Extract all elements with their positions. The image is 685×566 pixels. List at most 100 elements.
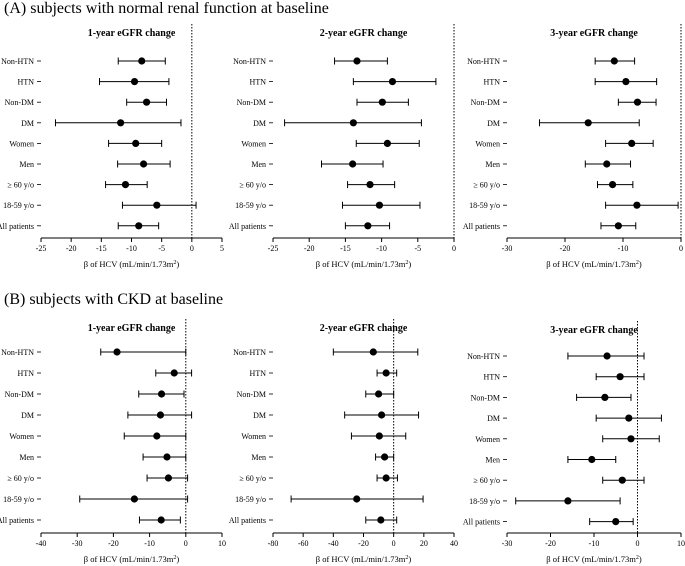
panel-b-1-row-label: Men	[19, 453, 34, 462]
panel-a-3-row-label: 18-59 y/o	[469, 201, 500, 210]
panel-b-3-row-label: HTN	[484, 373, 501, 382]
panel-b-2-x-label: β of HCV (mL/min/1.73m2)	[316, 554, 412, 564]
panel-a-3-x-label: β of HCV (mL/min/1.73m2)	[546, 259, 642, 269]
panel-a-2-row-label: Men	[251, 160, 266, 169]
panel-a-3-row-label: Non-DM	[471, 98, 500, 107]
panel-a-1-tick-label: 0	[190, 244, 194, 253]
panel-b-2-row-label: All patients	[229, 516, 266, 525]
panel-a-2-estimate-point	[388, 78, 397, 86]
panel-a-2-estimate-point	[383, 139, 391, 147]
panel-b-1-row-label: ≥ 60 y/o	[7, 474, 34, 483]
panel-b-2-tick-label: -20	[358, 539, 369, 548]
panel-a-1-tick-label: 5	[220, 244, 224, 253]
panel-a-3-estimate-point	[584, 119, 592, 127]
panel-a-2-row-label: 18-59 y/o	[235, 201, 266, 210]
panel-b-3-tick-label: 10	[677, 539, 685, 548]
panel-a-3-row-label: Men	[485, 160, 500, 169]
panel-b-1-estimate-point	[157, 516, 165, 524]
panel-b-2-estimate-point	[382, 369, 390, 377]
panel-b-3-title: 3-year eGFR change	[550, 325, 638, 336]
panel-b-3-estimate-point	[627, 435, 635, 443]
panel-a-3-tick-label: 0	[679, 244, 683, 253]
panel-b-2-estimate-point	[353, 495, 361, 503]
panel-a-3-row-label: Non-HTN	[467, 57, 500, 66]
panel-b-1-tick-label: -10	[144, 539, 155, 548]
panel-a-1-title: 1-year eGFR change	[88, 28, 176, 39]
panel-b-3-estimate-point	[612, 518, 620, 526]
panel-a-2-row-label: HTN	[250, 78, 267, 87]
panel-a-1-tick-label: -25	[36, 244, 47, 253]
section-b-title: (B) subjects with CKD at baseline	[4, 291, 224, 308]
panel-b-3-tick-label: -30	[502, 539, 513, 548]
panel-a-1-x-label: β of HCV (mL/min/1.73m2)	[84, 259, 180, 269]
panel-a-2-estimate-point	[366, 181, 374, 189]
panel-b-2-row-label: Women	[241, 432, 266, 441]
panel-a-1-estimate-point	[121, 181, 130, 189]
panel-b-3-tick-label: -20	[545, 539, 556, 548]
panel-b-1-estimate-point	[164, 474, 173, 482]
panel-b-3-row-label: DM	[487, 414, 500, 423]
panel-a-2-estimate-point	[349, 160, 357, 168]
panel-b-2-tick-label: -60	[298, 539, 309, 548]
panel-b-3-x-label: β of HCV (mL/min/1.73m2)	[546, 554, 642, 564]
panel-b-1-tick-label: -20	[108, 539, 119, 548]
panel-b-2-row-label: Men	[251, 453, 266, 462]
panel-b-3-estimate-point	[625, 414, 633, 422]
panel-a-1-row-label: 18-59 y/o	[3, 201, 34, 210]
panel-b-2-estimate-point	[375, 432, 383, 440]
panel-b-2-tick-label: -40	[328, 539, 339, 548]
panel-a-1-estimate-point	[138, 57, 146, 65]
panel-b-2-tick-label: 40	[450, 539, 458, 548]
panel-a-1-tick-label: -5	[158, 244, 165, 253]
panel-a-1-row-label: ≥ 60 y/o	[7, 181, 34, 190]
panel-b-2-estimate-point	[377, 516, 385, 524]
panel-b-1-row-label: HTN	[18, 369, 35, 378]
panel-a-3-estimate-point	[633, 201, 641, 209]
panel-b-3-row-label: Men	[485, 456, 500, 465]
panel-b-1-x-label: β of HCV (mL/min/1.73m2)	[84, 554, 180, 564]
panel-b-1-estimate-point	[130, 495, 138, 503]
panel-b-2-row-label: Non-DM	[237, 390, 266, 399]
panel-a-2-estimate-point	[349, 119, 357, 127]
panel-b-1-estimate-point	[113, 348, 121, 356]
panel-b-1-estimate-point	[157, 390, 166, 398]
panel-b-2-estimate-point	[369, 348, 377, 356]
panel-b-2-tick-label: -80	[268, 539, 279, 548]
panel-b-2-row-label: Non-HTN	[233, 348, 266, 357]
panel-b-1-tick-label: -40	[36, 539, 47, 548]
panel-b-1-row-label: Non-HTN	[1, 348, 34, 357]
panel-a-2-row-label: DM	[253, 119, 266, 128]
panel-b-3-estimate-point	[603, 352, 611, 360]
panel-b-3-row-label: 18-59 y/o	[469, 497, 500, 506]
panel-a-2-row-label: Non-DM	[237, 98, 266, 107]
panel-a-1-tick-label: -10	[126, 244, 137, 253]
panel-b-2-row-label: 18-59 y/o	[235, 495, 266, 504]
panel-b-1-row-label: Non-DM	[5, 390, 34, 399]
panel-b-3-estimate-point	[618, 476, 626, 484]
panel-b-3-row-label: Non-HTN	[467, 352, 500, 361]
panel-a-1-row-label: Women	[9, 139, 34, 148]
panel-b-3-estimate-point	[601, 393, 609, 401]
panel-a-1-estimate-point	[132, 139, 140, 147]
panel-a-1-estimate-point	[139, 160, 148, 168]
panel-b-1-title: 1-year eGFR change	[88, 323, 176, 334]
panel-b-2-estimate-point	[378, 411, 386, 419]
panel-a-2-row-label: Women	[241, 139, 266, 148]
panel-b-3-estimate-point	[616, 373, 624, 381]
panel-b-2-estimate-point	[382, 474, 390, 482]
panel-a-3-estimate-point	[608, 181, 617, 189]
panel-b-2-row-label: HTN	[250, 369, 267, 378]
panel-a-2-tick-label: 0	[452, 244, 456, 253]
panel-a-3-row-label: All patients	[463, 222, 500, 231]
panel-a-2-row-label: All patients	[229, 222, 266, 231]
panel-a-3-tick-label: -30	[502, 244, 513, 253]
panel-a-1-estimate-point	[153, 201, 161, 209]
panel-b-1-row-label: Women	[9, 432, 34, 441]
panel-b-1-row-label: All patients	[0, 516, 34, 525]
panel-b-2-estimate-point	[381, 453, 389, 461]
panel-a-3-tick-label: -10	[618, 244, 629, 253]
panel-a-3-estimate-point	[603, 160, 611, 168]
panel-a-2-row-label: ≥ 60 y/o	[239, 181, 266, 190]
panel-a-1-row-label: Non-HTN	[1, 57, 34, 66]
panel-b-3-tick-label: -10	[589, 539, 600, 548]
